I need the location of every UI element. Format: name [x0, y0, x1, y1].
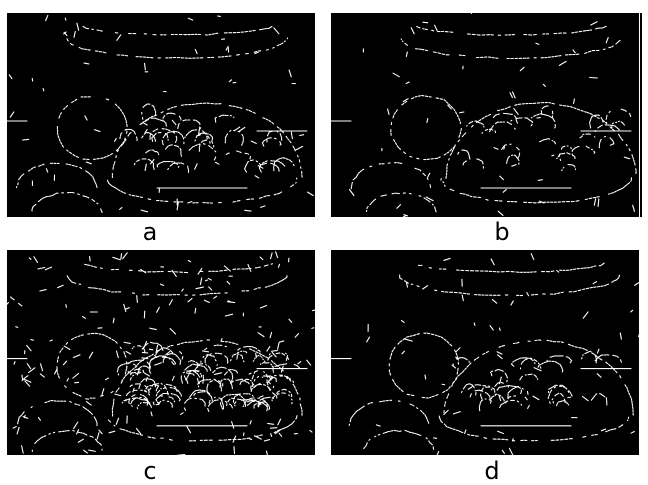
edge-strokes — [7, 14, 314, 213]
edge-strokes — [331, 13, 637, 217]
edge-map-panel-b — [331, 13, 639, 217]
edge-strokes — [7, 251, 315, 455]
panel-label-a: a — [142, 218, 158, 246]
panel-b-edge-line — [640, 13, 642, 217]
edge-map-panel-a — [7, 13, 315, 217]
edge-map-panel-d — [331, 250, 639, 455]
panel-label-d: d — [484, 457, 500, 485]
edge-strokes — [331, 253, 639, 455]
edge-map-c-svg — [7, 251, 315, 455]
panel-label-c: c — [143, 457, 157, 485]
edge-map-panel-c — [7, 250, 315, 455]
edge-map-d-svg — [331, 253, 639, 455]
panel-label-b: b — [494, 218, 510, 246]
edge-map-b-svg — [331, 13, 637, 217]
edge-map-a-svg — [7, 14, 314, 213]
